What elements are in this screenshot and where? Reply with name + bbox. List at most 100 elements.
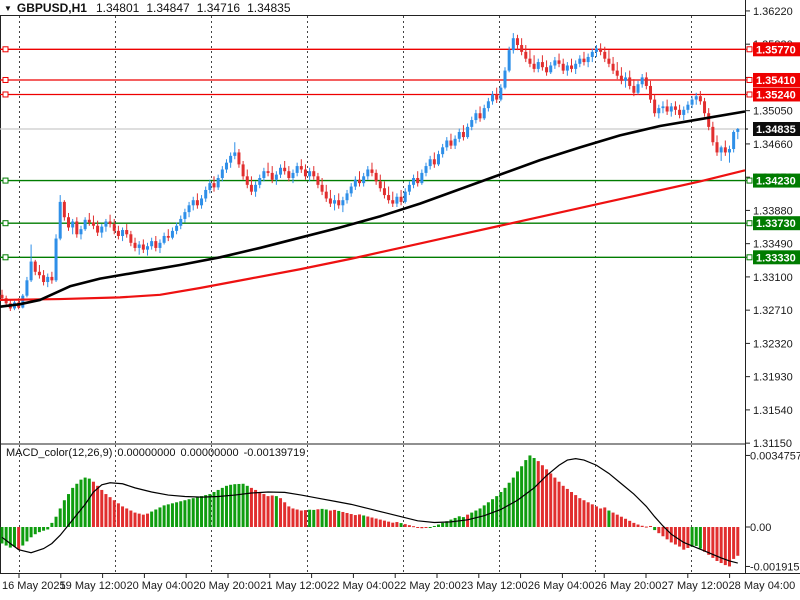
candle-up (25, 280, 29, 296)
candle-down (33, 261, 37, 272)
macd-bar (29, 527, 33, 538)
macd-bar (237, 483, 241, 527)
macd-bar (545, 469, 549, 527)
macd-bar (690, 527, 694, 547)
macd-bar (370, 517, 374, 527)
macd-bar (50, 522, 54, 527)
macd-bar (83, 477, 87, 527)
resistance-badge-label: 1.35770 (756, 44, 796, 56)
symbol-dropdown-icon[interactable]: ▼ (4, 4, 12, 13)
level-handle-icon[interactable] (2, 177, 9, 184)
level-handle-icon[interactable] (2, 254, 9, 261)
resistance-badge-label: 1.35240 (756, 89, 796, 101)
macd-bar (478, 508, 482, 527)
macd-bar (374, 518, 378, 527)
candle-down (249, 184, 253, 192)
candle-down (42, 275, 46, 283)
macd-bar (249, 487, 253, 527)
candle-down (644, 77, 648, 86)
candle-down (673, 106, 677, 110)
level-handle-icon[interactable] (2, 91, 9, 98)
candle-down (557, 60, 561, 64)
macd-bar (108, 497, 112, 527)
candle-up (308, 171, 312, 177)
candle-up (121, 230, 125, 236)
time-axis-label: 21 May 12:00 (260, 580, 327, 592)
candle-down (619, 75, 623, 81)
candle-down (520, 45, 524, 52)
candle-up (727, 149, 731, 153)
candle-down (50, 276, 54, 281)
time-axis-label: 26 May 04:00 (528, 580, 595, 592)
candle-down (711, 126, 715, 143)
level-marker-icon (746, 91, 753, 98)
macd-bar (37, 527, 41, 533)
macd-bar (378, 519, 382, 527)
current-price-badge-label: 1.34835 (756, 124, 796, 136)
resistance-badge (753, 87, 800, 102)
candle-down (87, 219, 91, 223)
macd-bar (578, 498, 582, 527)
candle-down (632, 85, 636, 93)
candle-up (407, 184, 411, 192)
macd-bar (640, 525, 644, 527)
macd-bar (154, 509, 158, 527)
candle-down (532, 63, 536, 69)
candle-up (470, 120, 474, 127)
macd-bar (54, 516, 58, 527)
macd-bar (349, 514, 353, 527)
level-handle-icon[interactable] (2, 220, 9, 227)
candle-up (507, 50, 511, 71)
macd-bar (557, 481, 561, 527)
macd-bar (283, 502, 287, 527)
macd-bar (183, 500, 187, 527)
candle-up (445, 140, 449, 148)
macd-bar (466, 514, 470, 527)
candle-up (366, 169, 370, 177)
macd-bar (607, 510, 611, 527)
candle-up (578, 58, 582, 64)
candle-up (590, 51, 594, 57)
candle-up (636, 84, 640, 93)
macd-bar (553, 477, 557, 527)
macd-bar (387, 521, 391, 527)
macd-bar (129, 510, 133, 527)
macd-bar (574, 495, 578, 527)
macd-tick-label: 0.0034757 (750, 450, 800, 462)
level-handle-icon[interactable] (2, 76, 9, 83)
macd-bar (125, 508, 129, 527)
macd-bar (407, 525, 411, 527)
candle-up (200, 198, 204, 206)
macd-bar (665, 527, 669, 540)
candle-down (599, 48, 603, 52)
macd-bar (428, 527, 432, 528)
candle-up (466, 126, 470, 138)
candle-down (432, 159, 436, 165)
candle-down (698, 96, 702, 102)
candle-up (353, 179, 357, 187)
candle-up (291, 172, 295, 179)
candle-up (482, 108, 486, 119)
candle-up (441, 147, 445, 155)
candle-down (495, 94, 499, 100)
macd-bar (424, 527, 428, 528)
macd-bar (457, 516, 461, 527)
level-handle-icon[interactable] (2, 46, 9, 53)
macd-bar (603, 507, 607, 527)
macd-bar (590, 504, 594, 527)
candle-up (204, 189, 208, 199)
macd-bar (358, 514, 362, 527)
macd-bar (711, 527, 715, 558)
candle-up (229, 155, 233, 163)
candle-down (665, 106, 669, 112)
macd-bar (266, 496, 270, 527)
candle-down (312, 171, 316, 177)
support-badge (753, 173, 800, 188)
candle-up (29, 261, 33, 281)
support-badge-label: 1.33730 (756, 218, 796, 230)
candle-down (108, 221, 112, 225)
candle-up (341, 200, 345, 206)
candle-up (183, 212, 187, 219)
macd-bar (694, 527, 698, 546)
